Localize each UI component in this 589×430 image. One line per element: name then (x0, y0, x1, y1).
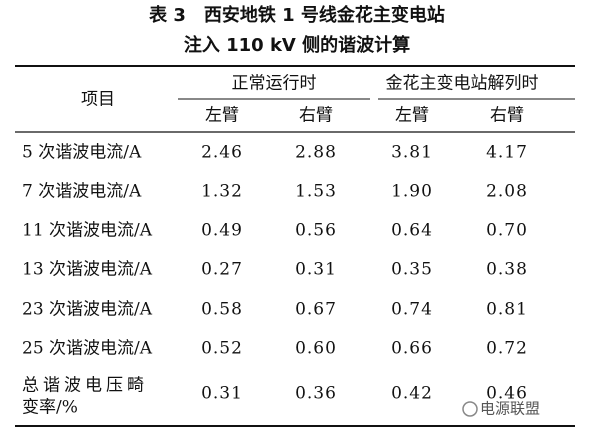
cell: 2.08 (486, 182, 528, 202)
row-label: 5 次谐波电流/A (22, 143, 142, 163)
sub-header: 右臂 (490, 106, 524, 126)
cell: 1.90 (391, 182, 433, 202)
cell: 0.58 (201, 300, 243, 320)
cell: 0.81 (486, 300, 528, 320)
group-header: 金花主变电站解列时 (386, 74, 539, 94)
sub-header: 右臂 (299, 106, 333, 126)
cell: 0.60 (295, 339, 337, 359)
cell: 0.64 (391, 221, 433, 241)
cell: 0.66 (391, 339, 433, 359)
row-label: 变率/% (22, 398, 78, 418)
group-header: 正常运行时 (232, 74, 317, 94)
cell: 0.46 (486, 384, 528, 404)
cell: 0.35 (391, 260, 433, 280)
title-line: 表 3 西安地铁 1 号线金花主变电站 (149, 4, 445, 26)
cell: 0.52 (201, 339, 243, 359)
cell: 1.32 (201, 182, 243, 202)
row-label: 总谐波电压畸 (22, 376, 148, 396)
cell: 0.70 (486, 221, 528, 241)
watermark-text: 电源联盟 (480, 400, 540, 418)
cell: 0.42 (391, 384, 433, 404)
cell: 0.31 (201, 384, 243, 404)
cell: 0.72 (486, 339, 528, 359)
cell: 0.56 (295, 221, 337, 241)
cell: 0.74 (391, 300, 433, 320)
row-label: 23 次谐波电流/A (22, 300, 153, 320)
item-header: 项目 (81, 90, 115, 110)
watermark-icon (462, 401, 478, 417)
cell: 0.36 (295, 384, 337, 404)
cell: 2.46 (201, 143, 243, 163)
cell: 0.49 (201, 221, 243, 241)
row-label: 7 次谐波电流/A (22, 182, 142, 202)
cell: 3.81 (391, 143, 433, 163)
title-line: 注入 110 kV 侧的谐波计算 (184, 34, 410, 56)
cell: 1.53 (295, 182, 337, 202)
sub-header: 左臂 (395, 106, 429, 126)
cell: 4.17 (486, 143, 528, 163)
cell: 0.67 (295, 300, 337, 320)
cell: 0.38 (486, 260, 528, 280)
cell: 0.31 (295, 260, 337, 280)
row-label: 11 次谐波电流/A (22, 221, 153, 241)
cell: 2.88 (295, 143, 337, 163)
sub-header: 左臂 (205, 106, 239, 126)
watermark: 电源联盟 (462, 400, 540, 418)
cell: 0.27 (201, 260, 243, 280)
row-label: 13 次谐波电流/A (22, 260, 153, 280)
row-label: 25 次谐波电流/A (22, 339, 153, 359)
